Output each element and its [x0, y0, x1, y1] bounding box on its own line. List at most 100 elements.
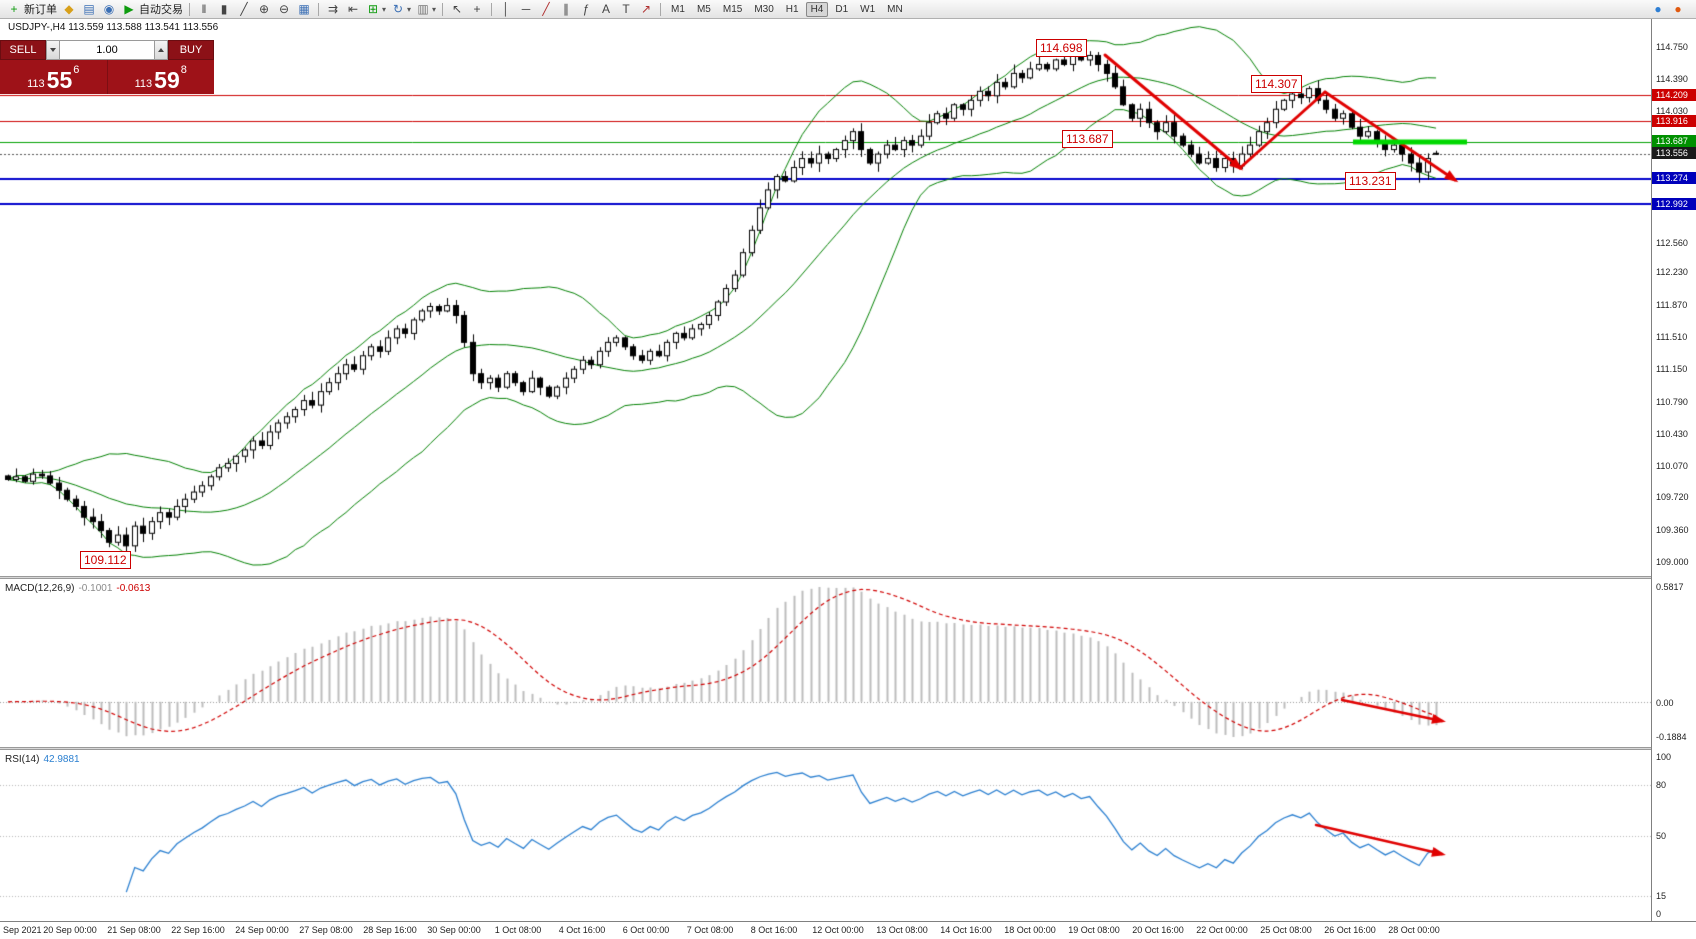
axis-label: 100 — [1656, 752, 1672, 762]
auto-trading-button[interactable]: ▶ 自动交易 — [119, 1, 185, 18]
zoom-out-icon: ⊖ — [278, 2, 290, 16]
chart-shift-icon: ⇤ — [347, 2, 359, 16]
axis-label: 109.360 — [1656, 524, 1689, 535]
price-badge: 114.209 — [1652, 88, 1696, 101]
price-annotation[interactable]: 114.307 — [1251, 75, 1302, 93]
axis-label: 112.560 — [1656, 237, 1688, 248]
timeframe-h4-button[interactable]: H4 — [805, 1, 829, 17]
timeframe-m1-button[interactable]: M1 — [671, 3, 685, 15]
cursor-button[interactable]: ↖ — [447, 1, 467, 18]
toolbar: + 新订单 ◆ ▤ ◉ ▶ 自动交易 ‖ ▮ ╱ ⊕ ⊖ ▦ ⇉ ⇤ ⊞ ▾ ↻ ▾ ▥ ▾ ↖ + │ ─ ╱ ∥ ƒ A T ↗ M1 M5… — [0, 0, 1696, 19]
templates-dropdown-caret[interactable]: ▾ — [432, 4, 437, 14]
time-label: 22 Oct 00:00 — [1196, 925, 1248, 935]
price-badge: 113.274 — [1652, 172, 1696, 185]
price-annotation[interactable]: 109.112 — [80, 551, 131, 569]
timeframe-m30-button[interactable]: M30 — [754, 3, 774, 15]
add-indicator-dropdown-caret[interactable]: ▾ — [382, 4, 387, 14]
auto-scroll-button[interactable]: ⇉ — [323, 1, 343, 18]
line-chart-button[interactable]: ╱ — [234, 1, 254, 18]
macd-panel-canvas[interactable] — [0, 580, 1651, 747]
vertical-line-button[interactable]: │ — [496, 1, 516, 18]
horizontal-line-button[interactable]: ─ — [516, 1, 536, 18]
time-label: 25 Oct 08:00 — [1260, 925, 1312, 935]
new-order-label: 新订单 — [24, 4, 57, 16]
tile-windows-button[interactable]: ▦ — [294, 1, 314, 18]
alerts-icon: ● — [1674, 2, 1682, 16]
price-badge: 112.992 — [1652, 197, 1696, 210]
mql5-button[interactable]: ● — [1648, 1, 1668, 18]
zoom-out-button[interactable]: ⊖ — [274, 1, 294, 18]
buy-price-big: 59 — [154, 67, 180, 93]
chart-shift-button[interactable]: ⇤ — [343, 1, 363, 18]
profiles-icon: ▤ — [83, 2, 95, 16]
candlestick-chart-button[interactable]: ▮ — [214, 1, 234, 18]
time-label: 19 Oct 08:00 — [1068, 925, 1120, 935]
timeframe-mn-button[interactable]: MN — [887, 3, 903, 15]
pane-divider[interactable] — [0, 576, 1696, 579]
zoom-in-button[interactable]: ⊕ — [254, 1, 274, 18]
time-label: 12 Oct 00:00 — [812, 925, 864, 935]
timeframes-menu-button[interactable]: ↻ ▾ — [388, 1, 413, 18]
bid-ask-display: 113 55 6 113 59 8 — [0, 60, 214, 94]
timeframe-h1-button[interactable]: H1 — [785, 3, 799, 15]
price-annotation[interactable]: 113.687 — [1062, 130, 1113, 148]
templates-button[interactable]: ▥ ▾ — [413, 1, 438, 18]
chart-window-icon: ◆ — [64, 2, 74, 16]
text-label-button[interactable]: T — [616, 1, 636, 18]
buy-price-prefix: 113 — [134, 78, 153, 90]
timeframe-m15-button[interactable]: M15 — [722, 3, 743, 15]
sell-price-prefix: 113 — [27, 78, 45, 90]
rsi-indicator-label: RSI(14) 42.9881 — [5, 754, 84, 765]
axis-label: 0.5817 — [1656, 582, 1684, 592]
buy-price-sup: 8 — [180, 64, 187, 76]
volume-decrease-button[interactable] — [46, 40, 60, 60]
one-click-trading-panel: SELL BUY 113 55 6 113 59 8 — [0, 40, 214, 94]
axis-label: 50 — [1656, 831, 1667, 841]
price-annotation[interactable]: 113.231 — [1345, 172, 1396, 190]
fibonacci-button[interactable]: ƒ — [576, 1, 596, 18]
crosshair-button[interactable]: + — [467, 1, 487, 18]
add-indicator-button[interactable]: ⊞ ▾ — [363, 1, 388, 18]
chart-window-button[interactable]: ◆ — [59, 1, 79, 18]
data-window-button[interactable]: ◉ — [99, 1, 119, 18]
auto-trading-label: 自动交易 — [139, 4, 183, 16]
price-annotation[interactable]: 114.698 — [1036, 39, 1087, 57]
channel-button[interactable]: ∥ — [556, 1, 576, 18]
new-order-button[interactable]: + 新订单 — [4, 1, 59, 18]
time-label: 8 Oct 16:00 — [750, 925, 798, 935]
timeframe-d1-button[interactable]: D1 — [835, 3, 849, 15]
axis-label: 15 — [1656, 890, 1667, 901]
buy-price[interactable]: 113 59 8 — [106, 60, 215, 94]
one-click-controls: SELL BUY — [0, 40, 214, 60]
channel-icon: ∥ — [563, 2, 570, 16]
time-label: 28 Sep 16:00 — [363, 925, 417, 935]
bar-chart-button[interactable]: ‖ — [194, 1, 214, 18]
alerts-button[interactable]: ● — [1668, 1, 1688, 18]
rsi-panel-canvas[interactable] — [0, 751, 1651, 921]
price-axis[interactable]: 114.750 114.390 114.030 112.560 112.230 111.8… — [1651, 19, 1696, 921]
arrows-button[interactable]: ↗ — [636, 1, 656, 18]
volume-increase-button[interactable] — [154, 40, 168, 60]
timeframe-m5-button[interactable]: M5 — [696, 3, 711, 15]
axis-label: 114.030 — [1656, 106, 1688, 117]
time-axis[interactable]: Sep 2021 20 Sep 00:00 21 Sep 08:00 22 Sep 1… — [0, 921, 1696, 939]
time-label: 20 Oct 16:00 — [1132, 925, 1184, 935]
trendline-button[interactable]: ╱ — [536, 1, 556, 18]
text-icon: A — [602, 2, 611, 16]
text-button[interactable]: A — [596, 1, 616, 18]
volume-input[interactable] — [60, 40, 154, 60]
pane-divider[interactable] — [0, 747, 1696, 750]
time-label: 24 Sep 00:00 — [235, 925, 289, 935]
auto-trading-icon: ▶ — [124, 2, 134, 16]
timeframe-w1-button[interactable]: W1 — [860, 3, 876, 15]
buy-button[interactable]: BUY — [168, 40, 214, 60]
time-label: 18 Oct 00:00 — [1004, 925, 1056, 935]
sell-button[interactable]: SELL — [0, 40, 46, 60]
axis-label: 110.790 — [1656, 396, 1688, 407]
time-label: 1 Oct 08:00 — [494, 925, 542, 935]
main-chart-canvas[interactable] — [0, 19, 1651, 576]
axis-label: 109.000 — [1656, 556, 1689, 567]
sell-price[interactable]: 113 55 6 — [0, 60, 107, 94]
profiles-button[interactable]: ▤ — [79, 1, 99, 18]
timeframes-menu-dropdown-caret[interactable]: ▾ — [407, 4, 412, 14]
